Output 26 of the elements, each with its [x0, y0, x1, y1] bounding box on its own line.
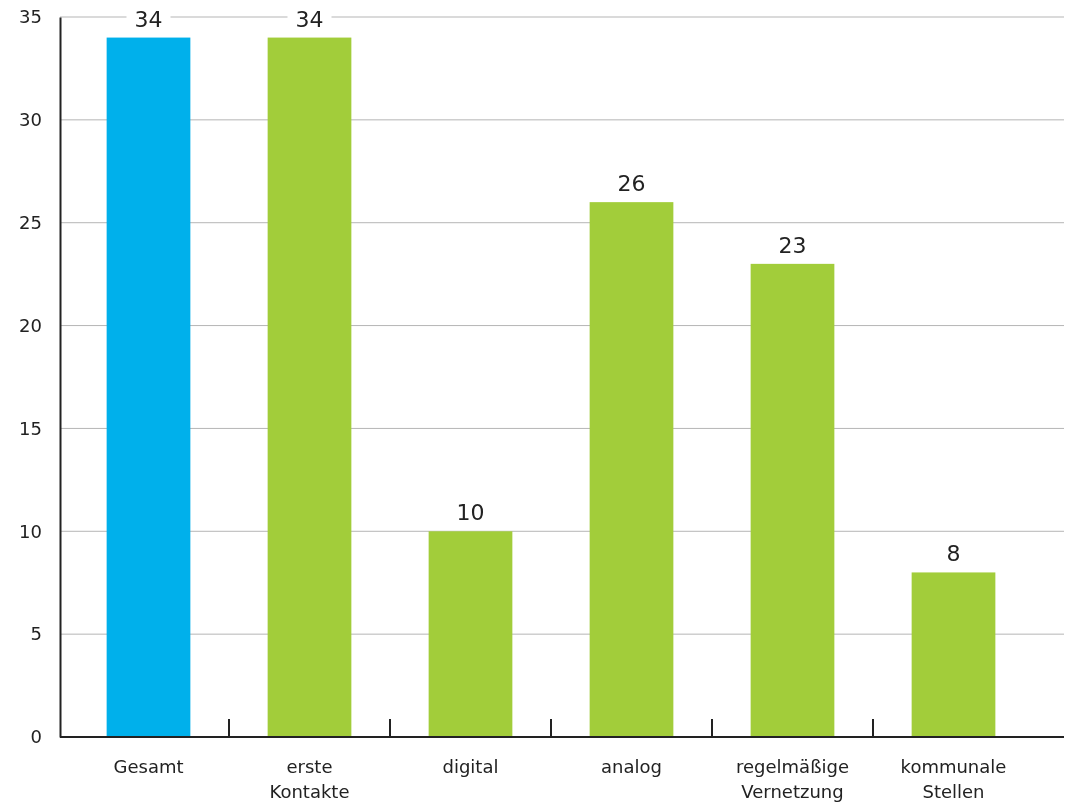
bar	[267, 37, 352, 737]
y-tick-label: 15	[19, 417, 42, 439]
y-tick-label: 30	[19, 109, 42, 131]
bar	[911, 572, 996, 737]
x-tick-label: Gesamt	[113, 756, 184, 777]
data-label: 10	[456, 500, 485, 526]
bar	[589, 202, 674, 737]
y-tick-label: 10	[19, 520, 42, 542]
data-label: 34	[134, 6, 163, 32]
data-label: 26	[617, 171, 646, 197]
x-tick-label: analog	[601, 756, 662, 777]
y-tick-label: 35	[19, 6, 42, 28]
data-label: 8	[946, 541, 961, 567]
bar	[750, 263, 835, 737]
x-tick-label: kommunale Stellen	[900, 756, 1007, 802]
data-label: 23	[778, 232, 807, 258]
x-tick-label: regelmäßige Vernetzung	[736, 756, 849, 802]
y-tick-label: 20	[19, 314, 42, 336]
bar	[428, 531, 513, 737]
y-tick-label: 5	[30, 623, 42, 645]
x-tick-label: digital	[442, 756, 499, 777]
x-tick-label: erste Kontakte	[269, 756, 350, 802]
bar	[106, 37, 191, 737]
data-label: 34	[295, 6, 324, 32]
y-tick-label: 0	[30, 726, 42, 748]
y-tick-label: 25	[19, 211, 42, 233]
